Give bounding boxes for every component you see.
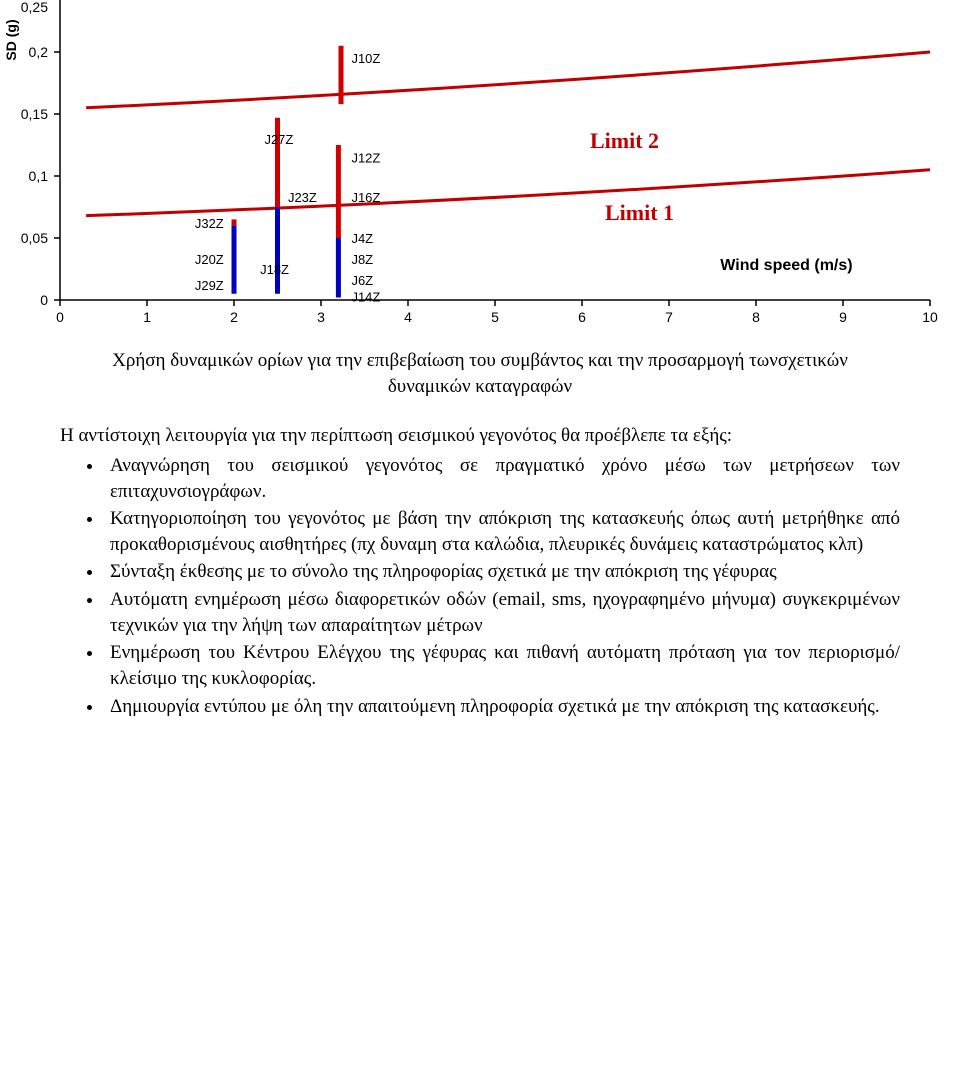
bullet-item: Δημιουργία εντύπου με όλη την απαιτούμεν…	[104, 694, 900, 720]
svg-text:J32Z: J32Z	[195, 216, 224, 231]
bullet-list: Αναγνώρηση του σεισμικού γεγονότος σε πρ…	[60, 453, 900, 719]
svg-text:9: 9	[839, 309, 847, 325]
svg-text:7: 7	[665, 309, 673, 325]
svg-text:0,2: 0,2	[29, 44, 49, 60]
svg-text:J23Z: J23Z	[288, 190, 317, 205]
svg-text:10: 10	[922, 309, 938, 325]
bullet-item: Ενημέρωση του Κέντρου Ελέγχου της γέφυρα…	[104, 640, 900, 691]
svg-text:J29Z: J29Z	[195, 278, 224, 293]
svg-text:J14Z: J14Z	[351, 289, 380, 304]
svg-text:J18Z: J18Z	[260, 262, 289, 277]
svg-text:SD (g): SD (g)	[3, 19, 19, 60]
caption-line2: δυναμικών καταγραφών	[388, 376, 572, 397]
bullet-item: Σύνταξη έκθεσης με το σύνολο της πληροφο…	[104, 559, 900, 585]
svg-text:5: 5	[491, 309, 499, 325]
svg-text:2: 2	[230, 309, 238, 325]
svg-text:3: 3	[317, 309, 325, 325]
svg-text:8: 8	[752, 309, 760, 325]
bullet-item: Αναγνώρηση του σεισμικού γεγονότος σε πρ…	[104, 453, 900, 504]
svg-text:1: 1	[143, 309, 151, 325]
chart-container: 0 1 2 3 4 5 6 7 8 9 10 0 0,05 0,1 0,15 0,2 0,25SD (g) Win…	[0, 0, 960, 330]
svg-text:4: 4	[404, 309, 412, 325]
svg-text:J6Z: J6Z	[351, 273, 373, 288]
svg-text:J8Z: J8Z	[351, 252, 373, 267]
svg-text:0,25: 0,25	[21, 0, 48, 15]
svg-text:0,1: 0,1	[29, 168, 49, 184]
svg-text:Wind speed (m/s): Wind speed (m/s)	[720, 257, 852, 274]
caption-line1: Χρήση δυναμικών ορίων για την επιβεβαίωσ…	[112, 350, 848, 371]
svg-text:J16Z: J16Z	[351, 190, 380, 205]
svg-text:J4Z: J4Z	[351, 231, 373, 246]
svg-text:J20Z: J20Z	[195, 252, 224, 267]
intro-paragraph: Η αντίστοιχη λειτουργία για την περίπτωσ…	[60, 423, 900, 449]
limit1-label: Limit 1	[605, 200, 674, 226]
bullet-item: Αυτόματη ενημέρωση μέσω διαφορετικών οδώ…	[104, 587, 900, 638]
bullet-item: Κατηγοριοποίηση του γεγονότος με βάση τη…	[104, 506, 900, 557]
svg-text:J12Z: J12Z	[351, 150, 380, 165]
svg-text:0,05: 0,05	[21, 230, 48, 246]
svg-text:0,15: 0,15	[21, 106, 48, 122]
svg-text:J27Z: J27Z	[264, 132, 293, 147]
svg-text:6: 6	[578, 309, 586, 325]
chart-svg: 0 1 2 3 4 5 6 7 8 9 10 0 0,05 0,1 0,15 0,2 0,25SD (g) Win…	[0, 0, 960, 330]
svg-text:J10Z: J10Z	[351, 51, 380, 66]
svg-text:0: 0	[40, 292, 48, 308]
figure-caption: Χρήση δυναμικών ορίων για την επιβεβαίωσ…	[80, 348, 880, 399]
svg-text:0: 0	[56, 309, 64, 325]
limit2-label: Limit 2	[590, 128, 659, 154]
